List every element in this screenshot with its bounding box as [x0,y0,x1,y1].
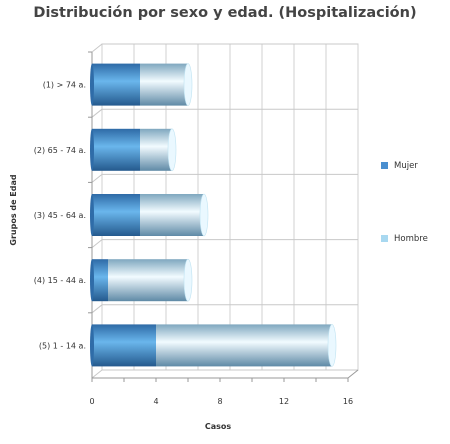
legend-swatch-hombre [381,235,388,242]
y-grid-diagonal [91,239,103,248]
bar-end-cap [183,63,193,106]
bar-hombre [140,128,172,171]
bar-end-cap [327,324,337,367]
bar-hombre [140,63,188,106]
y-grid-diagonal [91,369,103,379]
legend-label-hombre: Hombre [394,234,428,244]
x-axis-depth [347,369,359,379]
y-tick-label: (3) 45 - 64 a. [34,211,86,220]
bar-start-cap [90,63,94,106]
y-tick-label: (4) 15 - 44 a. [34,276,86,285]
bar-end-cap [167,128,177,172]
x-axis-title: Casos [205,422,232,431]
bar-mujer [92,128,140,171]
bar-mujer [92,194,140,236]
x-tick-label: 4 [153,397,158,406]
x-tick-label: 0 [89,397,94,406]
legend-swatch-mujer [381,162,388,169]
y-grid-diagonal [91,174,103,183]
bar-start-cap [90,324,94,367]
x-tick-label: 8 [217,397,222,406]
bar-end-cap [199,193,209,237]
bar-hombre [156,324,332,367]
x-tick-label: 12 [279,397,289,406]
y-grid-diagonal [91,304,103,314]
bar-start-cap [90,259,94,302]
bar-start-cap [90,194,94,236]
bar-mujer [92,63,140,106]
bar-mujer [92,259,108,302]
y-tick-label: (2) 65 - 74 a. [34,146,86,155]
y-grid-diagonal [91,43,103,53]
y-axis-title: Grupos de Edad [9,174,18,246]
y-grid-diagonal [91,108,103,118]
legend-item-hombre: Hombre [381,234,428,244]
y-tick-label: (5) 1 - 14 a. [39,341,86,350]
legend-item-mujer: Mujer [381,161,418,171]
bar-hombre [108,259,188,302]
y-tick-label: (1) > 74 a. [43,81,86,90]
legend-label-mujer: Mujer [394,161,418,171]
bar-mujer [92,324,156,367]
bar-end-cap [183,258,193,302]
x-tick-label: 16 [343,397,353,406]
chart-title: Distribución por sexo y edad. (Hospitali… [33,5,417,21]
bar-start-cap [90,128,94,171]
bar-hombre [140,194,204,236]
